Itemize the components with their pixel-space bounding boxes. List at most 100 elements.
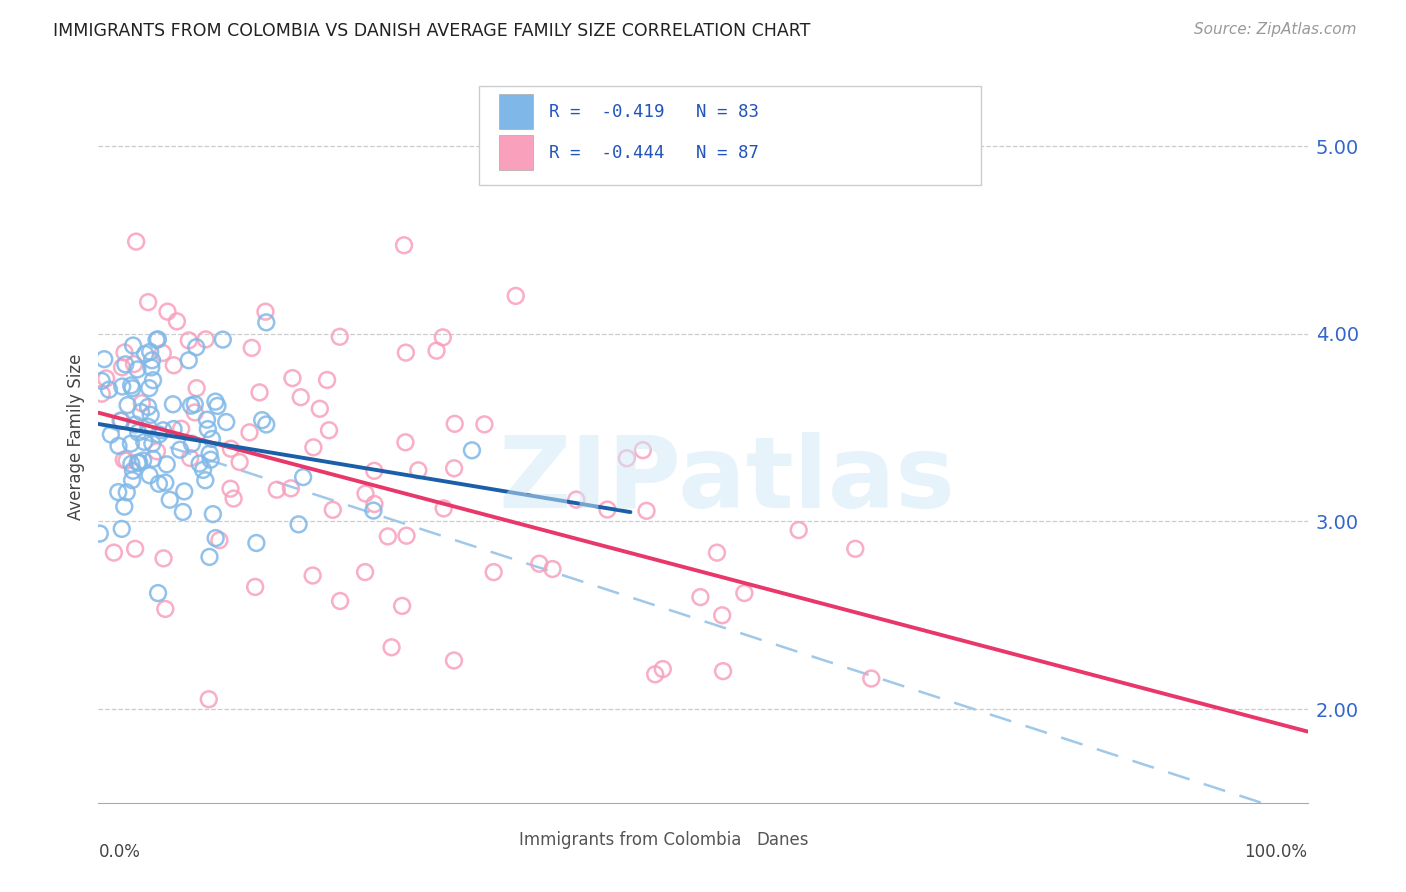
Point bbox=[219, 482, 242, 496]
Point bbox=[354, 565, 377, 579]
Point bbox=[443, 461, 465, 475]
Point bbox=[222, 491, 245, 506]
Point bbox=[169, 442, 191, 457]
Point bbox=[127, 425, 149, 440]
Point bbox=[94, 371, 117, 385]
Point bbox=[142, 373, 165, 387]
Point bbox=[111, 379, 134, 393]
Point bbox=[128, 455, 150, 469]
Point bbox=[159, 492, 181, 507]
Bar bbox=[724, 832, 749, 848]
Point bbox=[141, 436, 163, 450]
Point bbox=[90, 374, 112, 388]
Point bbox=[146, 586, 169, 600]
Text: IMMIGRANTS FROM COLOMBIA VS DANISH AVERAGE FAMILY SIZE CORRELATION CHART: IMMIGRANTS FROM COLOMBIA VS DANISH AVERA… bbox=[53, 22, 811, 40]
Point bbox=[181, 437, 204, 451]
Point bbox=[93, 352, 115, 367]
Point bbox=[107, 485, 129, 500]
Point bbox=[211, 333, 233, 347]
Point bbox=[172, 505, 194, 519]
Point bbox=[254, 315, 277, 329]
Point bbox=[121, 381, 143, 395]
Point bbox=[146, 332, 169, 346]
Point bbox=[136, 400, 159, 414]
Point bbox=[163, 358, 186, 372]
Point bbox=[200, 452, 222, 467]
Point bbox=[166, 314, 188, 328]
Point bbox=[120, 378, 142, 392]
Point bbox=[243, 580, 266, 594]
Point bbox=[198, 549, 221, 564]
Point bbox=[711, 664, 734, 678]
Point bbox=[616, 451, 638, 466]
Point bbox=[287, 517, 309, 532]
Point bbox=[363, 497, 385, 511]
Point bbox=[146, 444, 169, 458]
Point bbox=[162, 422, 184, 436]
Point bbox=[148, 476, 170, 491]
Point bbox=[711, 608, 734, 623]
Point bbox=[177, 353, 200, 368]
Point bbox=[733, 586, 755, 600]
Point bbox=[394, 435, 416, 450]
Text: Source: ZipAtlas.com: Source: ZipAtlas.com bbox=[1194, 22, 1357, 37]
Point bbox=[228, 455, 250, 469]
Point bbox=[134, 434, 156, 449]
Point bbox=[152, 346, 174, 360]
Point bbox=[132, 453, 155, 467]
Point bbox=[201, 507, 224, 521]
Point bbox=[103, 546, 125, 560]
Point bbox=[308, 401, 330, 416]
Point bbox=[316, 373, 339, 387]
Point bbox=[129, 405, 152, 419]
Point bbox=[180, 399, 202, 413]
Point bbox=[238, 425, 260, 440]
Point bbox=[636, 504, 658, 518]
Point bbox=[292, 470, 315, 484]
Point bbox=[596, 502, 619, 516]
Point bbox=[201, 432, 224, 446]
Point bbox=[145, 333, 167, 347]
Text: 0.0%: 0.0% bbox=[98, 843, 141, 861]
Point bbox=[179, 450, 201, 465]
Point bbox=[197, 692, 219, 706]
Point bbox=[115, 453, 138, 467]
Point bbox=[245, 536, 267, 550]
Point bbox=[461, 443, 484, 458]
Point bbox=[194, 333, 217, 347]
Point bbox=[139, 408, 162, 422]
Point bbox=[844, 541, 866, 556]
Point bbox=[156, 458, 179, 472]
Point bbox=[89, 526, 111, 541]
Point bbox=[152, 551, 174, 566]
Point bbox=[215, 415, 238, 429]
Text: R =  -0.444   N = 87: R = -0.444 N = 87 bbox=[550, 144, 759, 161]
Point bbox=[391, 599, 413, 613]
Point bbox=[631, 443, 654, 458]
Point bbox=[363, 503, 385, 517]
Point bbox=[219, 442, 242, 456]
Point bbox=[198, 446, 221, 460]
Point bbox=[156, 304, 179, 318]
Point bbox=[240, 341, 263, 355]
Point bbox=[377, 529, 399, 543]
Point bbox=[254, 417, 277, 432]
Point bbox=[191, 463, 214, 477]
Point bbox=[395, 529, 418, 543]
Point bbox=[112, 500, 135, 514]
Point bbox=[98, 383, 121, 397]
Point bbox=[142, 451, 165, 466]
Text: 100.0%: 100.0% bbox=[1244, 843, 1308, 861]
Point bbox=[136, 420, 159, 434]
Point bbox=[204, 531, 226, 545]
Point bbox=[208, 533, 231, 548]
Point bbox=[188, 457, 211, 471]
Point bbox=[644, 667, 666, 681]
Point bbox=[254, 304, 277, 318]
Point bbox=[90, 386, 112, 401]
Point bbox=[124, 417, 146, 432]
Point bbox=[152, 423, 174, 437]
Point bbox=[124, 541, 146, 556]
Point bbox=[301, 568, 323, 582]
Point bbox=[155, 475, 177, 490]
